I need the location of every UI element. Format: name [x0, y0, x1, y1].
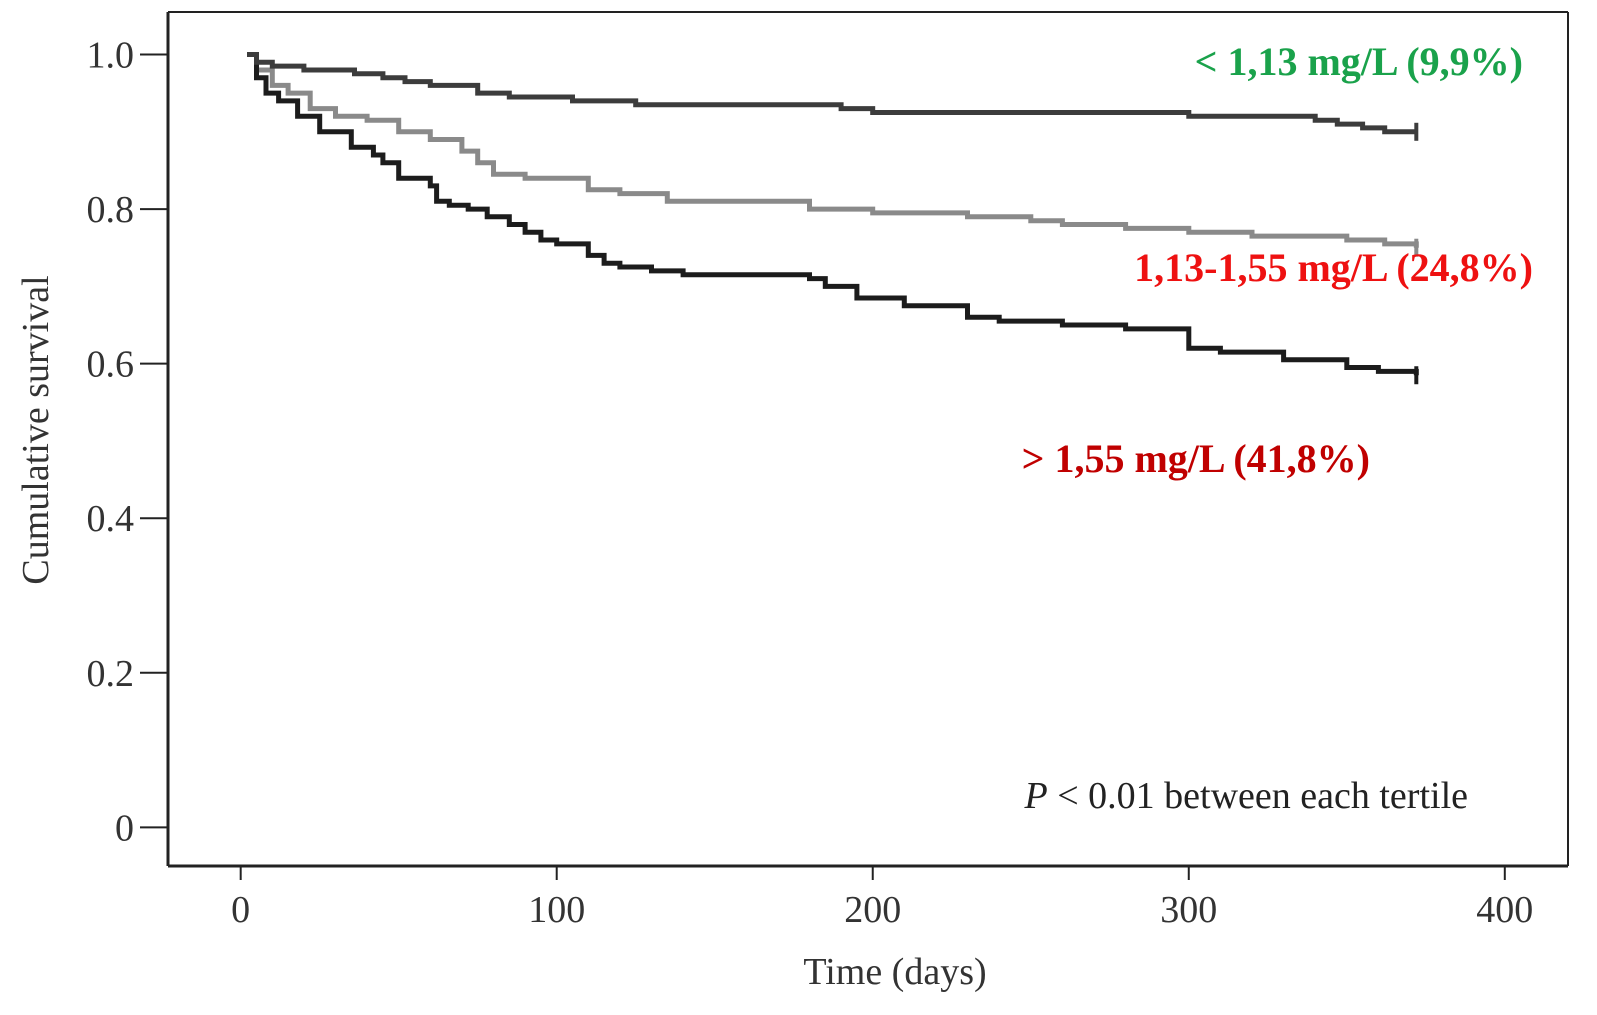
p-value-annotation: P < 0.01 between each tertile: [1024, 775, 1468, 817]
series-label-high: > 1,55 mg/L (41,8%): [1022, 436, 1370, 481]
x-axis-title: Time (days): [803, 951, 986, 993]
series-line-low: [247, 52, 1417, 135]
plot-frame: [166, 11, 1569, 868]
x-tick-label-300: 300: [1160, 889, 1217, 931]
y-tick-label-1.0: 1.0: [87, 35, 135, 77]
series-line-mid: [247, 52, 1419, 248]
series-label-mid: 1,13-1,55 mg/L (24,8%): [1134, 245, 1533, 290]
x-tick-label-0: 0: [231, 889, 250, 931]
series-lines: [247, 52, 1419, 385]
y-tick-label-0.4: 0.4: [87, 498, 135, 540]
x-tick-label-400: 400: [1476, 889, 1533, 931]
series-line-high: [247, 52, 1419, 376]
y-tick-label-0: 0: [115, 807, 134, 849]
series-label-low: < 1,13 mg/L (9,9%): [1195, 39, 1523, 84]
y-ticks: 0 0.2 0.4 0.6 0.8 1.0: [87, 35, 168, 849]
p-symbol: P: [1024, 775, 1048, 817]
y-tick-label-0.8: 0.8: [87, 189, 135, 231]
p-value-text: < 0.01 between each tertile: [1048, 775, 1468, 817]
y-tick-label-0.2: 0.2: [87, 653, 135, 695]
x-tick-label-200: 200: [844, 889, 901, 931]
y-tick-label-0.6: 0.6: [87, 344, 135, 386]
x-ticks: 0 100 200 300 400: [231, 866, 1533, 931]
y-axis-title: Cumulative survival: [15, 275, 57, 584]
x-tick-label-100: 100: [528, 889, 585, 931]
